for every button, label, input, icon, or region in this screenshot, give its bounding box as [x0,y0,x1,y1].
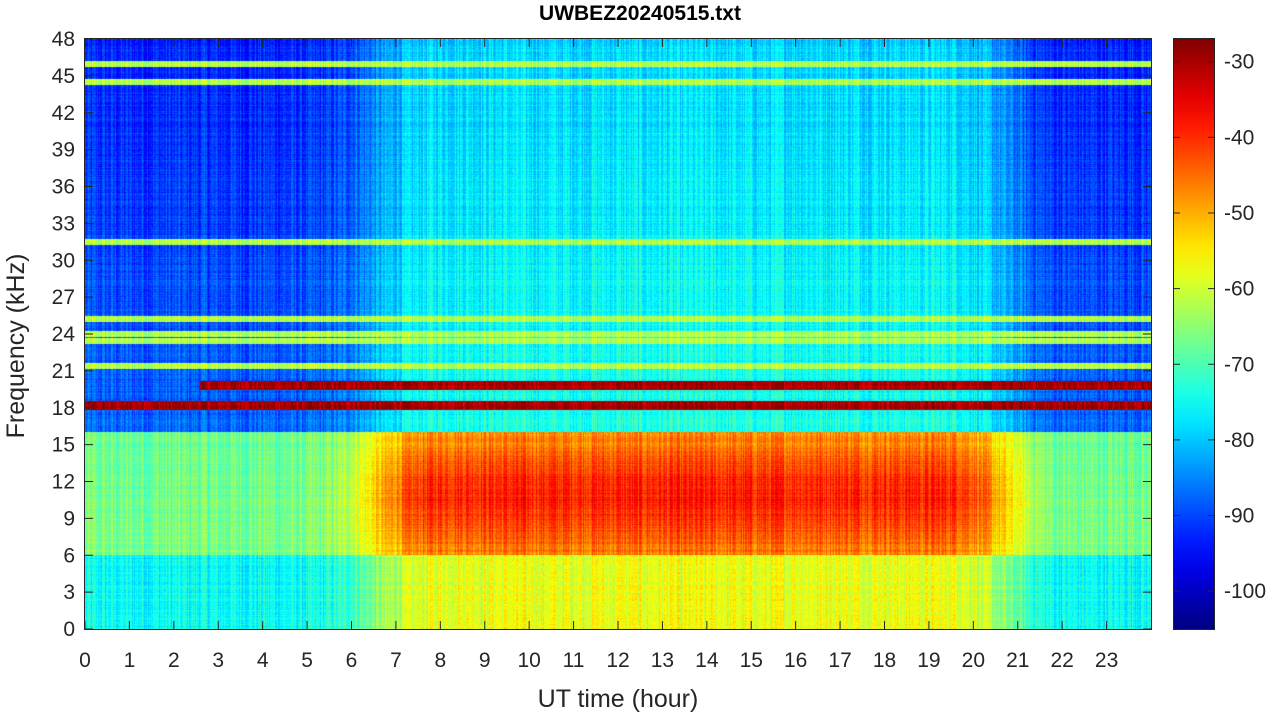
y-tick-label: 18 [52,397,75,420]
y-tick-label: 0 [63,618,75,641]
y-tick-label: 3 [63,581,75,604]
y-tick-label: 9 [63,507,75,530]
colorbar-tick-label: -90 [1224,505,1254,528]
y-tick-label: 6 [63,544,75,567]
x-tick-label: 21 [1006,649,1029,672]
colorbar-tick-label: -100 [1224,580,1266,603]
y-tick-label: 42 [52,102,75,125]
colorbar-tick-label: -80 [1224,429,1254,452]
x-tick-label: 8 [434,649,446,672]
y-axis-label: Frequency (kHz) [2,254,30,439]
x-axis-label: UT time (hour) [538,685,699,713]
x-tick-label: 17 [828,649,851,672]
colorbar-tick-label: -50 [1224,202,1254,225]
spectrogram-heatmap [85,39,1151,629]
y-tick-label: 27 [52,286,75,309]
x-tick-label: 22 [1050,649,1073,672]
x-axis: 0 1 2 3 4 5 6 7 8 9 10 11 12 13 14 15 16 17 18 19 20 21 22 23 [79,39,1118,672]
x-tick-label: 4 [257,649,269,672]
y-tick-label: 39 [52,139,75,162]
x-tick-label: 18 [873,649,896,672]
y-tick-label: 36 [52,176,75,199]
y-tick-label: 15 [52,434,75,457]
colorbar-tick-label: -70 [1224,353,1254,376]
x-tick-label: 16 [784,649,807,672]
x-tick-label: 1 [124,649,136,672]
y-tick-label: 24 [52,323,76,346]
chart-title: UWBEZ20240515.txt [539,2,741,25]
x-tick-label: 19 [917,649,940,672]
x-tick-label: 23 [1095,649,1118,672]
colorbar-tick-label: -60 [1224,278,1254,301]
x-tick-label: 13 [651,649,674,672]
x-tick-label: 12 [606,649,629,672]
y-tick-label: 45 [52,65,75,88]
x-tick-label: 2 [168,649,180,672]
x-tick-label: 3 [212,649,224,672]
x-tick-label: 5 [301,649,313,672]
colorbar-axis: -100 -90 -80 -70 -60 -50 -40 -30 [1174,51,1266,603]
y-tick-label: 30 [52,249,75,272]
colorbar-tick-label: -40 [1224,126,1254,149]
x-tick-label: 0 [79,649,91,672]
x-tick-label: 14 [695,649,719,672]
x-tick-label: 20 [962,649,985,672]
y-tick-label: 33 [52,212,75,235]
x-tick-label: 10 [517,649,540,672]
x-tick-label: 15 [740,649,763,672]
plot-area [84,38,1152,630]
x-tick-label: 11 [563,649,585,672]
colorbar [1173,38,1215,630]
colorbar-tick-label: -30 [1224,51,1254,74]
y-tick-label: 48 [52,28,75,51]
y-tick-label: 21 [52,360,75,383]
y-tick-label: 12 [52,471,75,494]
x-tick-label: 6 [346,649,358,672]
x-tick-label: 7 [390,649,402,672]
x-tick-label: 9 [479,649,491,672]
